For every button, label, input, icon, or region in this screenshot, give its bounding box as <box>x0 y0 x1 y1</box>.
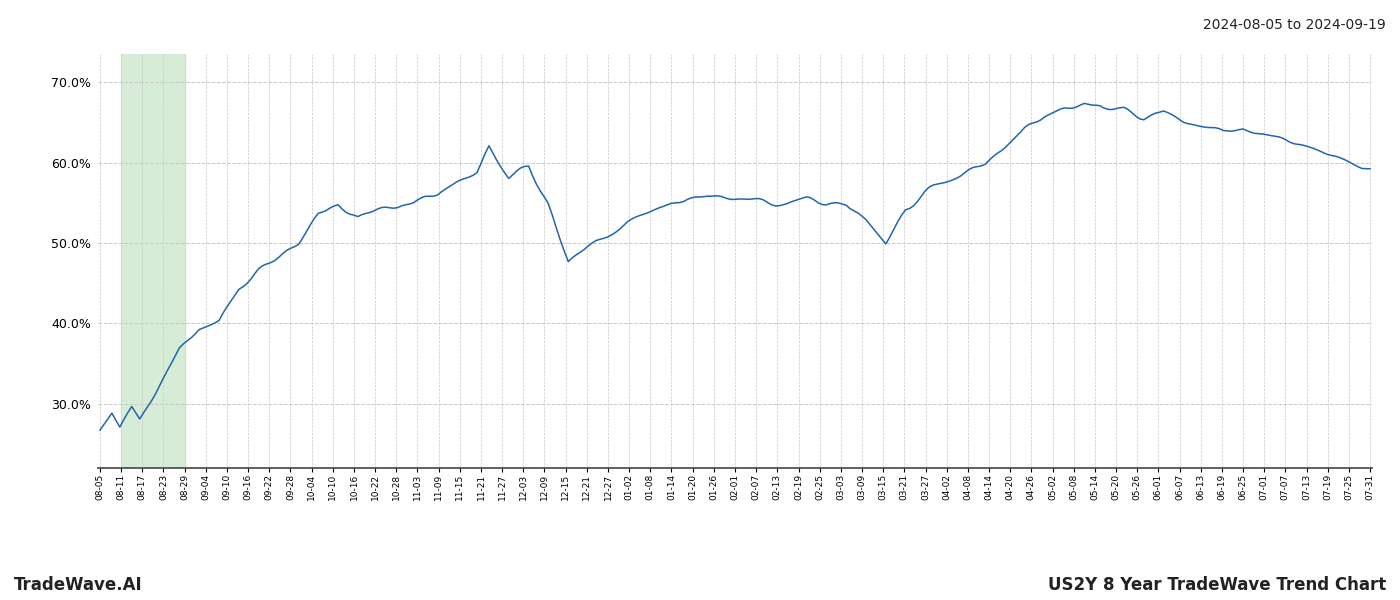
Bar <box>122 54 185 468</box>
Text: US2Y 8 Year TradeWave Trend Chart: US2Y 8 Year TradeWave Trend Chart <box>1047 576 1386 594</box>
Text: 2024-08-05 to 2024-09-19: 2024-08-05 to 2024-09-19 <box>1203 18 1386 32</box>
Text: TradeWave.AI: TradeWave.AI <box>14 576 143 594</box>
